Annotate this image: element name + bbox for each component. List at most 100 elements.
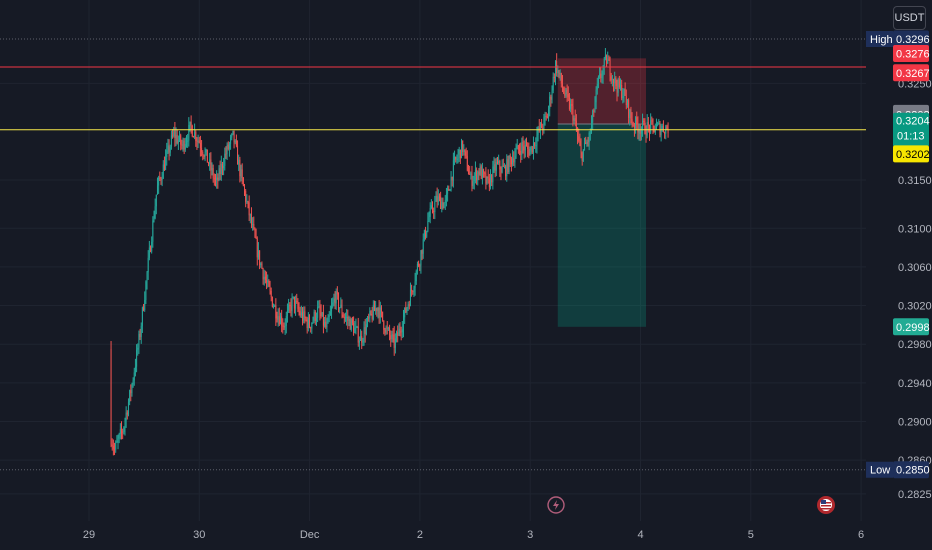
candle-body [288, 304, 290, 311]
candle-body [657, 123, 659, 125]
candle-body [617, 79, 619, 93]
candle-body [498, 160, 500, 164]
candle-body [212, 168, 214, 179]
candle-body [299, 311, 301, 316]
candle-body [190, 121, 192, 126]
candle-body [140, 325, 142, 337]
candle-body [616, 86, 618, 93]
candle-body [466, 155, 468, 171]
candle-body [335, 291, 337, 304]
candle-body [201, 148, 203, 152]
candle-body [437, 196, 439, 202]
candle-body [425, 230, 427, 237]
candle-body [370, 311, 372, 315]
candle-body [306, 319, 308, 329]
x-tick-label: 3 [527, 529, 533, 541]
icons-layer[interactable] [547, 496, 835, 514]
candle-body [235, 140, 237, 146]
candle-body [633, 125, 635, 129]
candle-body [524, 145, 526, 151]
candle-body [527, 145, 529, 150]
candle-body [479, 166, 481, 175]
candle-body [344, 317, 346, 319]
candle-body [414, 281, 416, 289]
candle-body [645, 133, 647, 136]
candle-body [115, 442, 117, 450]
candle-body [513, 158, 515, 163]
candle-body [480, 166, 482, 179]
currency-button[interactable]: USDT [893, 6, 926, 30]
candle-body [347, 316, 349, 321]
y-tick-label: 0.2980 [898, 339, 932, 351]
time-axis[interactable]: 29 30 Dec 2 3 4 5 6 [83, 529, 864, 541]
candle-body [353, 323, 355, 334]
us-flag-icon [817, 496, 835, 514]
candle-body [255, 236, 257, 239]
candle-body [637, 124, 639, 133]
candle-body [628, 100, 630, 118]
high-tag-text: High [870, 34, 893, 46]
candle-body [259, 250, 261, 266]
candle-body [451, 176, 453, 181]
candle-body [555, 61, 557, 79]
stop-loss-zone [557, 58, 647, 124]
candle-body [568, 97, 570, 109]
candle-body [394, 338, 396, 348]
price-axis[interactable]: 0.3250 0.3150 0.3100 0.3060 0.3020 0.2980 0.29… [898, 78, 932, 500]
candle-body [455, 157, 457, 160]
candle-body [490, 174, 492, 188]
candle-body [136, 349, 138, 367]
candle-body [629, 109, 631, 118]
candle-body [624, 88, 626, 97]
candle-body [290, 305, 292, 311]
candle-body [281, 316, 283, 326]
candle-body [390, 335, 392, 340]
candle-body [519, 149, 521, 151]
candle-body [654, 129, 656, 133]
candle-body [481, 169, 483, 179]
candle-body [467, 170, 469, 174]
candle-body [457, 154, 459, 160]
candle-body [313, 311, 315, 321]
candle-body [561, 83, 563, 89]
candle-body [185, 140, 187, 144]
candle-body [401, 329, 403, 333]
candle-body [644, 121, 646, 134]
candle-body [400, 331, 402, 333]
candle-body [473, 175, 475, 182]
candle-body [234, 140, 236, 143]
candle-body [378, 307, 380, 318]
x-tick-label: Dec [300, 529, 320, 541]
candle-body [580, 145, 582, 153]
candle-body [138, 333, 140, 348]
candle-body [590, 122, 592, 133]
candle-body [515, 149, 517, 156]
candle-body [127, 401, 129, 415]
candle-body [491, 174, 493, 183]
candle-body [560, 73, 562, 84]
candle-body [130, 390, 132, 394]
candle-body [440, 196, 442, 209]
candle-body [310, 327, 312, 329]
y-tick-label: 0.3250 [898, 78, 932, 90]
candle-body [389, 328, 391, 336]
candle-body [211, 168, 213, 171]
candle-body [635, 117, 637, 129]
candle-body [350, 318, 352, 330]
candle-body [636, 117, 638, 125]
candle-body [607, 59, 609, 64]
candle-body [232, 130, 234, 135]
candle-body [379, 307, 381, 318]
candle-body [182, 140, 184, 146]
candle-body [429, 208, 431, 217]
candle-body [356, 326, 358, 328]
candle-body [254, 228, 256, 237]
candle-body [144, 300, 146, 310]
candle-body [361, 336, 363, 343]
x-tick-label: 2 [417, 529, 423, 541]
candle-body [205, 149, 207, 153]
candle-body [332, 302, 334, 307]
stop-price-label: 0.3276 [896, 48, 930, 60]
